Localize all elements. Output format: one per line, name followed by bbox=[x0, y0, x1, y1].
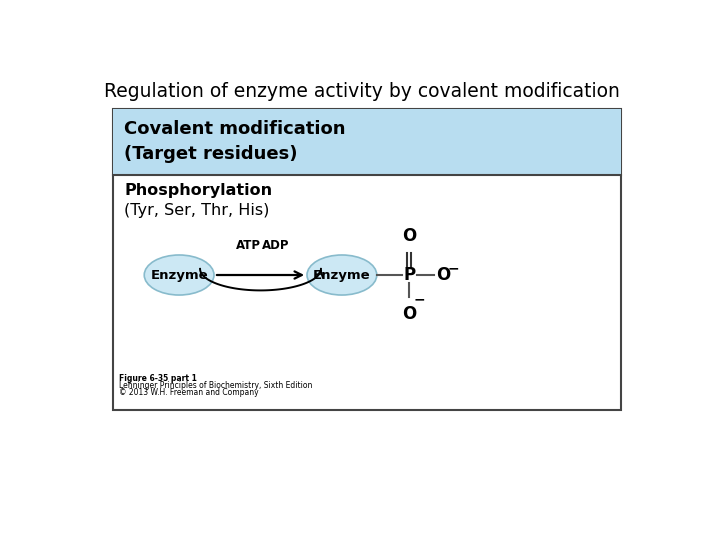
Text: Regulation of enzyme activity by covalent modification: Regulation of enzyme activity by covalen… bbox=[104, 82, 620, 101]
Text: Enzyme: Enzyme bbox=[313, 268, 371, 281]
Text: Figure 6-35 part 1: Figure 6-35 part 1 bbox=[120, 374, 197, 383]
Bar bbox=[113, 110, 621, 175]
Text: (Target residues): (Target residues) bbox=[124, 145, 297, 163]
Text: Enzyme: Enzyme bbox=[150, 268, 208, 281]
Text: −: − bbox=[413, 293, 426, 307]
Text: © 2013 W.H. Freeman and Company: © 2013 W.H. Freeman and Company bbox=[120, 388, 259, 397]
Text: ADP: ADP bbox=[262, 239, 289, 252]
Bar bbox=[113, 110, 621, 410]
Text: Lehninger Principles of Biochemistry, Sixth Edition: Lehninger Principles of Biochemistry, Si… bbox=[120, 381, 312, 390]
Text: O: O bbox=[402, 305, 416, 323]
Text: (Tyr, Ser, Thr, His): (Tyr, Ser, Thr, His) bbox=[124, 202, 269, 218]
Text: −: − bbox=[448, 262, 459, 276]
Text: Covalent modification: Covalent modification bbox=[124, 120, 346, 138]
Text: ATP: ATP bbox=[235, 239, 261, 252]
Text: P: P bbox=[403, 266, 415, 284]
Text: O: O bbox=[436, 266, 451, 284]
Text: O: O bbox=[402, 227, 416, 245]
Text: Phosphorylation: Phosphorylation bbox=[124, 183, 272, 198]
Ellipse shape bbox=[307, 255, 377, 295]
Ellipse shape bbox=[144, 255, 214, 295]
